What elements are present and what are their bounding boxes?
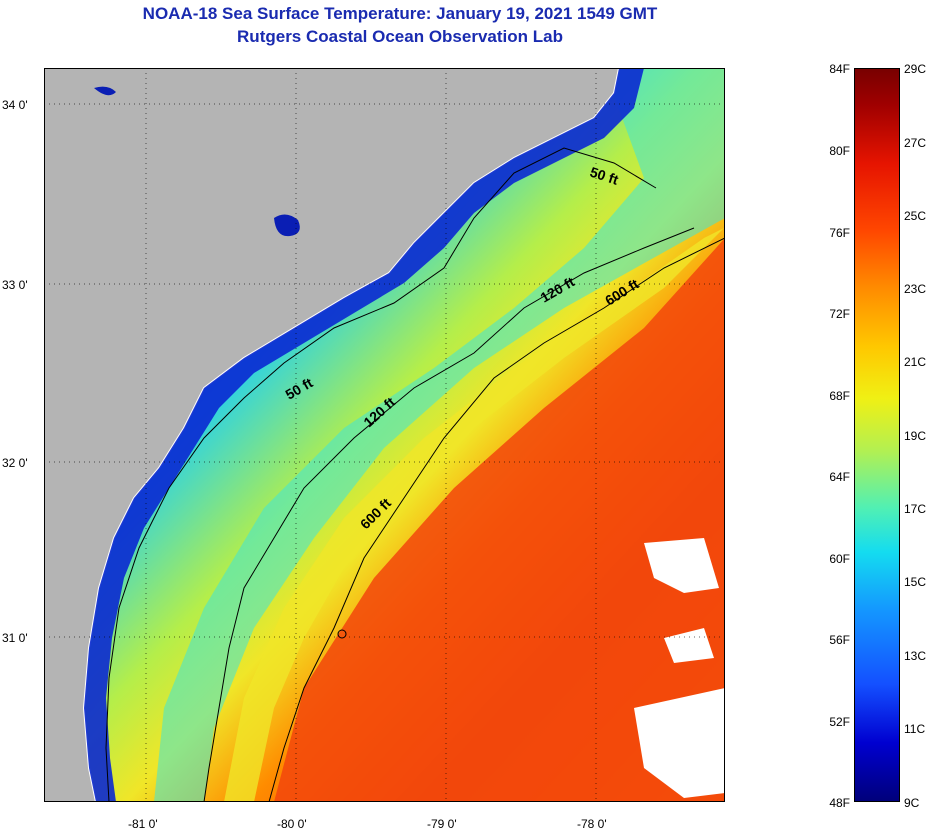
lon-label: -79 0' <box>427 817 457 831</box>
colorbar-c-label: 21C <box>904 355 927 369</box>
lat-label: 34 0' <box>2 98 28 112</box>
cloud-patch <box>664 628 714 663</box>
lat-label: 32 0' <box>2 456 28 470</box>
nearshore-blue <box>84 68 644 802</box>
lon-label: -78 0' <box>577 817 607 831</box>
colorbar-f-label: 52F <box>829 715 850 729</box>
lat-label: 33 0' <box>2 278 28 292</box>
colorbar-c-label: 19C <box>904 429 927 443</box>
colorbar <box>854 68 900 802</box>
sst-map: 50 ft 50 ft 120 ft 120 ft 600 ft 600 ft <box>44 67 726 803</box>
colorbar-f-label: 56F <box>829 633 850 647</box>
colorbar-c-label: 11C <box>904 722 926 736</box>
land <box>44 68 619 802</box>
colorbar-c-label: 25C <box>904 209 927 223</box>
colorbar-f-label: 48F <box>829 796 850 810</box>
warm-core <box>274 238 725 802</box>
colorbar-f-label: 76F <box>829 226 850 240</box>
colorbar-f-label: 60F <box>829 552 850 566</box>
colorbar-f-label: 72F <box>829 307 850 321</box>
lat-label: 31 0' <box>2 631 28 645</box>
map-subtitle: Rutgers Coastal Ocean Observation Lab <box>237 27 563 46</box>
lon-label: -80 0' <box>277 817 307 831</box>
colorbar-c-label: 29C <box>904 62 927 76</box>
colorbar-f-label: 80F <box>829 144 850 158</box>
lake <box>274 214 300 237</box>
colorbar-f-label: 84F <box>829 62 850 76</box>
contour-120ft <box>203 227 695 803</box>
contour-600ft <box>268 237 726 803</box>
colorbar-c-label: 9C <box>904 796 920 810</box>
map-title: NOAA-18 Sea Surface Temperature: January… <box>142 4 658 23</box>
colorbar-scale <box>854 68 900 802</box>
colorbar-c-label: 13C <box>904 649 927 663</box>
lake <box>94 86 116 96</box>
contour-closed-loop <box>337 629 347 639</box>
colorbar-c-label: 23C <box>904 282 927 296</box>
contour-50ft <box>105 147 657 803</box>
colorbar-c-label: 17C <box>904 502 927 516</box>
map-frame <box>44 68 725 802</box>
colorbar-f-label: 68F <box>829 389 850 403</box>
cyan-band <box>154 68 725 802</box>
colorbar-f-label: 64F <box>829 470 850 484</box>
cloud-patch <box>634 688 725 798</box>
lon-label: -81 0' <box>128 817 158 831</box>
cloud-patch <box>644 538 719 593</box>
colorbar-c-label: 15C <box>904 575 927 589</box>
colorbar-c-label: 27C <box>904 136 927 150</box>
